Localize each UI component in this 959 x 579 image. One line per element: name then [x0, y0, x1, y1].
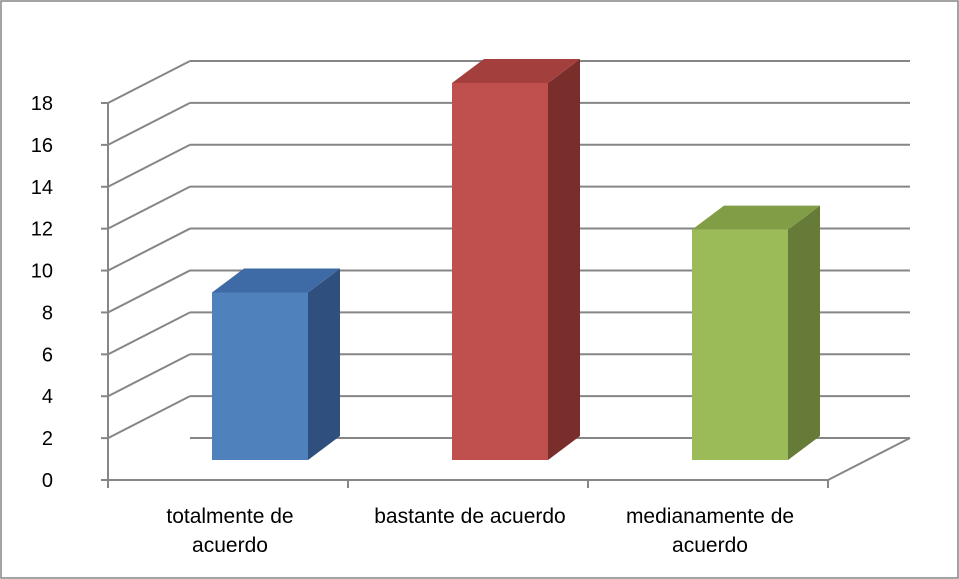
- axes: [101, 102, 829, 488]
- x-category-label: totalmente de acuerdo: [166, 505, 293, 557]
- y-tick-label: 0: [42, 470, 53, 492]
- y-tick-label: 6: [42, 344, 53, 366]
- y-tick-label: 10: [31, 261, 53, 283]
- x-category-label-line: acuerdo: [672, 534, 748, 557]
- bar: [692, 205, 820, 460]
- y-tick-label: 18: [31, 93, 53, 115]
- x-category-label-line: medianamente de: [626, 505, 794, 528]
- y-tick-label: 12: [31, 219, 53, 241]
- bar: [452, 59, 580, 460]
- x-category-label: medianamente de acuerdo: [626, 505, 794, 557]
- y-tick-label: 4: [42, 386, 53, 408]
- x-category-label: bastante de acuerdo: [374, 505, 565, 528]
- x-category-label-line: totalmente de: [166, 505, 293, 528]
- y-tick-label: 2: [42, 428, 53, 450]
- y-tick-label: 14: [31, 177, 53, 199]
- y-tick-label: 8: [42, 302, 53, 324]
- x-category-label-line: acuerdo: [192, 534, 268, 557]
- y-tick-label: 16: [31, 135, 53, 157]
- bar: [212, 268, 340, 460]
- y-tick-labels: 0 2 4 6 8 10 12 14 16 18: [31, 93, 53, 492]
- x-category-label-line: bastante de acuerdo: [374, 505, 565, 528]
- y-axis: [101, 102, 109, 481]
- x-axis: [107, 480, 829, 488]
- x-category-labels: totalmente de acuerdo bastante de acuerdo m…: [166, 505, 794, 557]
- bars: [212, 59, 820, 460]
